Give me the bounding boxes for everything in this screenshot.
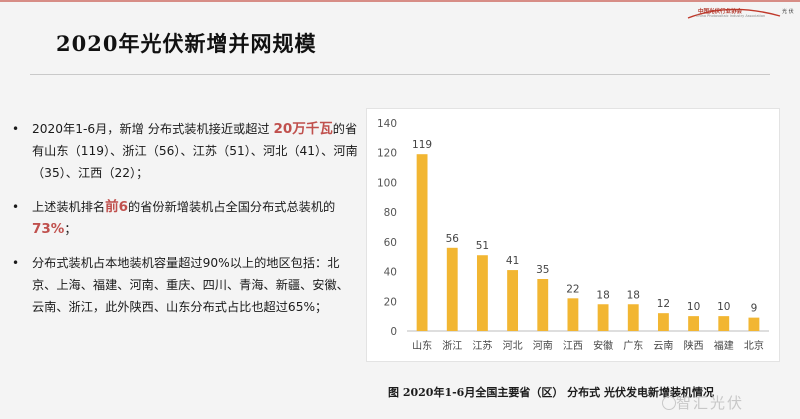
- bar: [537, 279, 549, 331]
- page-title: 2020年光伏新增并网规模: [56, 31, 317, 56]
- bullet-dot-icon: •: [12, 200, 20, 214]
- top-accent-rule: [0, 0, 800, 2]
- bar: [627, 304, 639, 331]
- bullet-dot-icon: •: [12, 122, 20, 136]
- logo-org-english: China Photovoltaic Industry Association: [696, 14, 766, 18]
- association-logo: [660, 0, 800, 22]
- x-tick-label: 江西: [563, 340, 583, 352]
- bar: [446, 247, 458, 331]
- bar: [688, 316, 700, 331]
- title-divider: [30, 74, 770, 75]
- bullet-item: • 上述装机排名前6的省份新增装机占全国分布式总装机的 73%；: [10, 196, 360, 240]
- bullet-text: 的省有山东（119）、浙江（56）、江苏（51）、河北（41）、河南（35）、江…: [32, 122, 358, 180]
- bullet-dot-icon: •: [12, 256, 20, 270]
- y-tick-label: 0: [390, 326, 397, 338]
- bullet-text: 2020年1-6月，新增 分布式装机接近或超过: [32, 122, 274, 136]
- bar: [507, 270, 519, 331]
- bullet-item: • 分布式装机占本地装机容量超过90%以上的地区包括：北京、上海、福建、河南、重庆…: [10, 252, 360, 318]
- x-tick-label: 安徽: [593, 339, 613, 352]
- x-tick-label: 云南: [653, 339, 673, 352]
- y-tick-label: 20: [384, 296, 397, 308]
- x-tick-label: 江苏: [472, 339, 492, 352]
- bullet-text: 的省份新增装机占全国分布式总装机的: [128, 200, 336, 214]
- bar: [597, 304, 609, 331]
- bar: [718, 316, 730, 331]
- x-tick-label: 北京: [744, 339, 764, 352]
- data-label: 119: [412, 139, 432, 151]
- logo-org-name: 中国光伏行业协会: [698, 9, 743, 15]
- y-tick-label: 100: [377, 177, 397, 189]
- logo-right-text: 光 伏: [782, 9, 794, 15]
- data-label: 35: [536, 264, 549, 276]
- data-label: 10: [717, 301, 730, 313]
- x-tick-label: 河北: [503, 340, 523, 352]
- x-tick-label: 浙江: [442, 340, 462, 352]
- bar: [476, 255, 488, 331]
- logo-swoosh-icon: [687, 8, 781, 19]
- data-label: 18: [627, 289, 640, 301]
- bar: [748, 317, 760, 331]
- bullet-text: 上述装机排名: [32, 200, 106, 214]
- bullet-highlight: 前6: [105, 199, 129, 215]
- data-label: 10: [687, 301, 700, 313]
- y-tick-label: 60: [384, 237, 397, 249]
- y-tick-label: 140: [377, 118, 397, 130]
- data-label: 51: [476, 240, 489, 252]
- x-tick-label: 山东: [412, 339, 432, 352]
- x-tick-label: 陕西: [684, 339, 704, 352]
- data-label: 56: [446, 233, 460, 245]
- x-tick-label: 福建: [714, 339, 734, 352]
- data-label: 41: [506, 255, 519, 267]
- chart-caption: 图 2020年1-6月全国主要省（区） 分布式 光伏发电新增装机情况: [388, 386, 714, 399]
- data-label: 12: [657, 298, 670, 310]
- bullet-text: ；: [64, 222, 77, 236]
- watermark-text: 智汇光伏: [676, 394, 745, 412]
- y-tick-label: 80: [384, 207, 397, 219]
- wechat-watermark-icon: [662, 396, 676, 410]
- bullet-highlight: 20万千瓦: [273, 121, 333, 137]
- data-label: 18: [596, 289, 609, 301]
- bullet-item: • 2020年1-6月，新增 分布式装机接近或超过 20万千瓦的省有山东（119）…: [10, 118, 360, 184]
- bar: [567, 298, 579, 331]
- x-tick-label: 河南: [533, 339, 553, 352]
- bullet-highlight: 73%: [32, 221, 65, 237]
- y-tick-label: 40: [384, 267, 397, 279]
- bar-chart-svg: 0 20 40 60 80 100 120 140 119 山东 56 浙江 51 江苏 41 河北 35 河南 2…: [377, 118, 769, 352]
- bullet-text: 分布式装机占本地装机容量超过90%以上的地区包括：北京、上海、福建、河南、重庆、…: [32, 256, 349, 314]
- data-label: 9: [751, 303, 758, 315]
- bar: [657, 313, 669, 331]
- bullet-list: • 2020年1-6月，新增 分布式装机接近或超过 20万千瓦的省有山东（119）…: [10, 118, 360, 330]
- x-tick-label: 广东: [623, 339, 643, 352]
- data-label: 22: [566, 283, 579, 295]
- y-tick-label: 120: [377, 148, 397, 160]
- bar: [416, 154, 428, 331]
- bar-chart: 0 20 40 60 80 100 120 140 119 山东 56 浙江 51 江苏 41 河北 35 河南 2…: [366, 108, 780, 362]
